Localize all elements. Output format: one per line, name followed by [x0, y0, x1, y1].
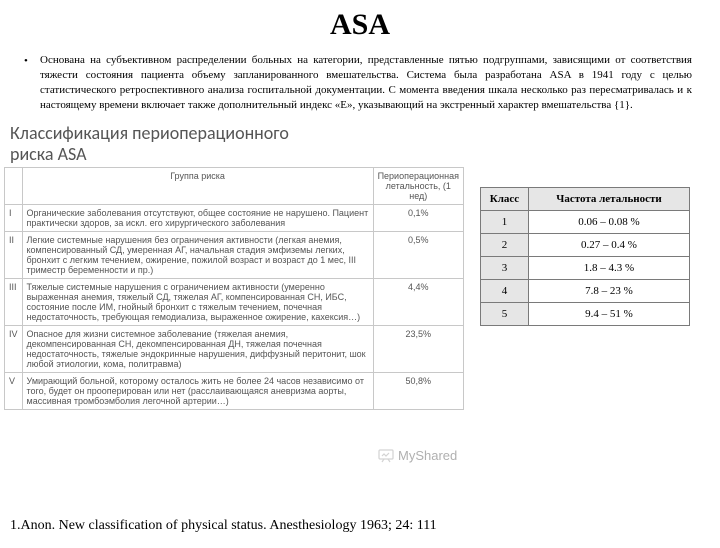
asa-mortality: 23,5%	[373, 325, 463, 372]
asa-class: IV	[5, 325, 23, 372]
page-title: ASA	[0, 8, 720, 42]
asa-class: V	[5, 372, 23, 409]
class-mortality: 0.06 – 0.08 %	[529, 210, 690, 233]
asa-desc: Легкие системные нарушения без ограничен…	[22, 231, 373, 278]
asa-class: II	[5, 231, 23, 278]
table-row: 20.27 – 0.4 %	[481, 233, 690, 256]
table-row: IVОпасное для жизни системное заболевани…	[5, 325, 464, 372]
watermark-text: MyShared	[398, 448, 457, 463]
class-mortality: 9.4 – 51 %	[529, 302, 690, 325]
asa-class: I	[5, 204, 23, 231]
table-row: IIЛегкие системные нарушения без огранич…	[5, 231, 464, 278]
asa-risk-table: Группа рискаПериоперационная летальность…	[4, 167, 464, 410]
mortality-table-wrap: КлассЧастота летальности 10.06 – 0.08 %2…	[480, 187, 690, 326]
big-table-header: Периоперационная летальность, (1 нед)	[373, 167, 463, 204]
table-row: 59.4 – 51 %	[481, 302, 690, 325]
class-num: 4	[481, 279, 529, 302]
table-row: 47.8 – 23 %	[481, 279, 690, 302]
asa-desc: Опасное для жизни системное заболевание …	[22, 325, 373, 372]
class-mortality: 7.8 – 23 %	[529, 279, 690, 302]
asa-class: III	[5, 278, 23, 325]
small-table-header: Класс	[481, 187, 529, 210]
class-mortality: 0.27 – 0.4 %	[529, 233, 690, 256]
asa-mortality: 50,8%	[373, 372, 463, 409]
table-row: 31.8 – 4.3 %	[481, 256, 690, 279]
class-num: 1	[481, 210, 529, 233]
asa-desc: Органические заболевания отсутствуют, об…	[22, 204, 373, 231]
asa-mortality: 0,5%	[373, 231, 463, 278]
asa-desc: Тяжелые системные нарушения с ограничени…	[22, 278, 373, 325]
big-table-header: Группа риска	[22, 167, 373, 204]
mortality-table: КлассЧастота летальности 10.06 – 0.08 %2…	[480, 187, 690, 326]
table-row: 10.06 – 0.08 %	[481, 210, 690, 233]
class-num: 3	[481, 256, 529, 279]
asa-mortality: 0,1%	[373, 204, 463, 231]
presentation-icon	[378, 449, 394, 463]
asa-mortality: 4,4%	[373, 278, 463, 325]
intro-paragraph: Основана на субъективном распределении б…	[0, 53, 720, 112]
table-row: VУмирающий больной, которому осталось жи…	[5, 372, 464, 409]
class-mortality: 1.8 – 4.3 %	[529, 256, 690, 279]
table-row: IIIТяжелые системные нарушения с огранич…	[5, 278, 464, 325]
asa-desc: Умирающий больной, которому осталось жит…	[22, 372, 373, 409]
class-num: 2	[481, 233, 529, 256]
content-row: Группа рискаПериоперационная летальность…	[0, 167, 720, 410]
subtitle: Классификация периоперационного риска AS…	[10, 123, 310, 164]
citation-footnote: 1.Anon. New classification of physical s…	[10, 518, 437, 534]
watermark: MyShared	[378, 448, 457, 463]
big-table-header	[5, 167, 23, 204]
table-row: IОрганические заболевания отсутствуют, о…	[5, 204, 464, 231]
small-table-header: Частота летальности	[529, 187, 690, 210]
class-num: 5	[481, 302, 529, 325]
